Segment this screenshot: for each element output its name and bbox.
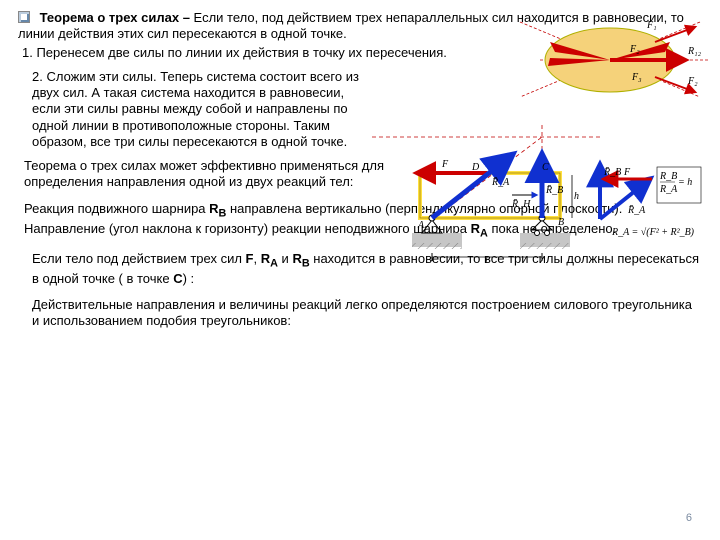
title-bold: Теорема о трех силах – xyxy=(40,10,190,25)
p5c: и xyxy=(278,251,293,266)
svg-text:R̄_H: R̄_H xyxy=(511,198,531,210)
svg-text:A: A xyxy=(417,220,425,231)
p4a: Реакция подвижного шарнира xyxy=(24,201,209,216)
para-3: Теорема о трех силах может эффективно пр… xyxy=(24,158,384,191)
svg-text:F₂: F₂ xyxy=(629,44,640,55)
p4r: R xyxy=(209,201,218,216)
svg-text:R̄_A: R̄_A xyxy=(627,204,646,216)
svg-text:F₁: F₁ xyxy=(646,20,657,31)
svg-text:R_A: R_A xyxy=(659,184,678,195)
svg-text:F: F xyxy=(441,159,449,170)
p5rbs: B xyxy=(302,257,310,269)
bullet-icon xyxy=(18,11,30,23)
page-number: 6 xyxy=(686,512,692,526)
svg-text:C: C xyxy=(542,162,549,173)
svg-text:R_A = √(F² + R²_B): R_A = √(F² + R²_B) xyxy=(611,227,695,238)
svg-text:= h: = h xyxy=(678,177,692,188)
diagram-ellipse-forces: F₁ F₂ F₂ F₃ R₁₂ xyxy=(510,12,710,107)
svg-text:R_B: R_B xyxy=(659,171,677,182)
p5rb: R xyxy=(292,251,301,266)
p5a: Если тело под действием трех сил xyxy=(32,251,246,266)
diagram-beam: F D C A B R̄_A R̄_B R̄_H h l R̄_B R̄_A F… xyxy=(372,125,702,265)
svg-text:B: B xyxy=(558,217,564,228)
svg-text:l: l xyxy=(485,255,488,265)
svg-text:F: F xyxy=(623,167,631,178)
p5e: ) : xyxy=(183,271,195,286)
svg-text:R̄_A: R̄_A xyxy=(491,176,510,188)
p5ra: R xyxy=(261,251,270,266)
svg-text:D: D xyxy=(471,162,480,173)
svg-text:h: h xyxy=(574,191,579,202)
svg-text:R̄_B: R̄_B xyxy=(545,184,563,196)
svg-text:R₁₂: R₁₂ xyxy=(687,46,702,57)
para-6: Действительные направления и величины ре… xyxy=(32,297,702,330)
svg-text:F₃: F₃ xyxy=(631,72,642,83)
svg-text:F₂: F₂ xyxy=(687,76,698,87)
p5ras: A xyxy=(270,257,278,269)
svg-text:R̄_B: R̄_B xyxy=(603,166,621,178)
p5b: , xyxy=(253,251,260,266)
step-2: 2. Сложим эти силы. Теперь система состо… xyxy=(32,69,362,150)
p5pt: C xyxy=(173,271,182,286)
